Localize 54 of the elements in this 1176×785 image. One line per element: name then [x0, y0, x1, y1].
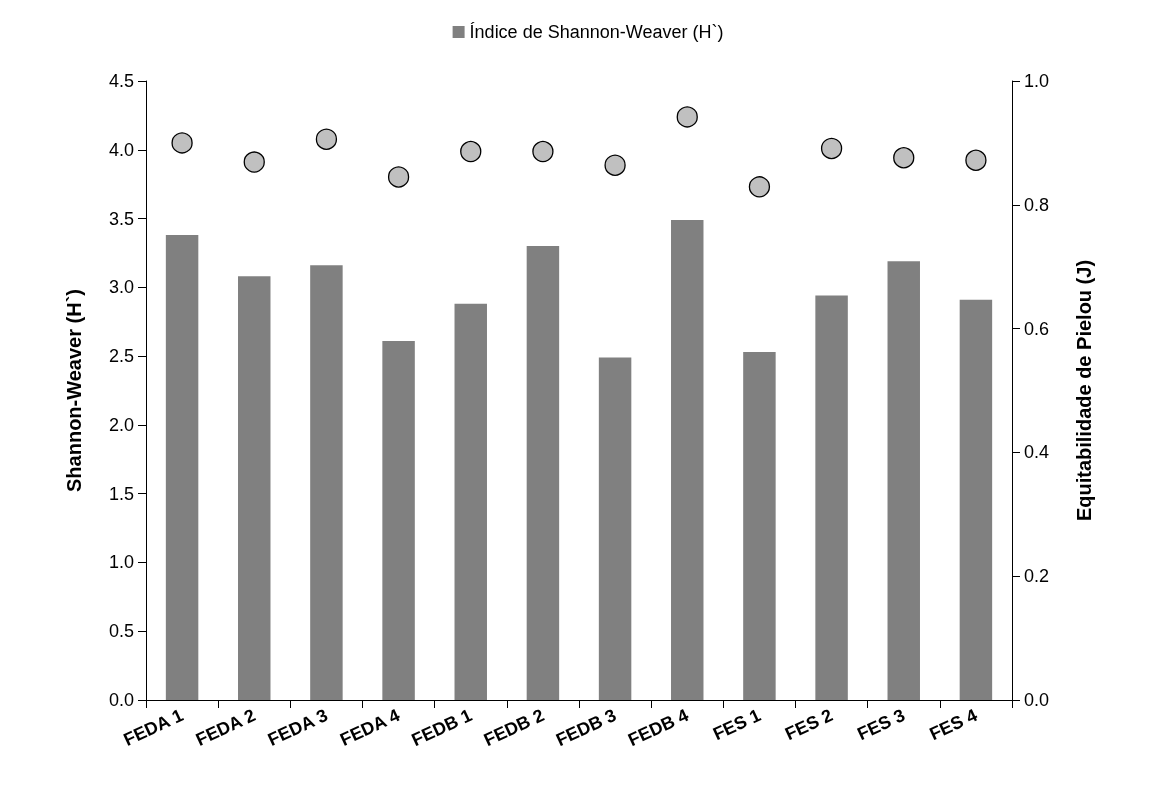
- point: [460, 140, 482, 163]
- bar: [382, 340, 415, 700]
- x-tick-label: FEDA 2: [192, 704, 259, 750]
- y-tick-label: 0.0: [108, 690, 134, 710]
- y2-tick-label: 0.2: [1024, 566, 1050, 587]
- x-tick-label: FEDB 1: [408, 704, 475, 751]
- x-tick-label: FEDA 3: [264, 704, 331, 750]
- x-tick-label: FEDA 4: [337, 704, 403, 750]
- y-tick-label: 3.0: [108, 277, 134, 298]
- point: [676, 106, 698, 128]
- y-tick-label: 2.0: [108, 414, 134, 435]
- bar: [887, 261, 920, 700]
- bar: [454, 303, 487, 700]
- y2-tick-label: 0.4: [1024, 442, 1050, 463]
- y-axis-title: Shannon-Weaver (H`): [63, 289, 85, 492]
- point: [532, 140, 554, 163]
- y-tick-label: 3.5: [108, 208, 134, 229]
- y2-tick-label: 0.8: [1024, 194, 1050, 215]
- x-tick-label: FEDB 2: [480, 704, 548, 751]
- x-tick-label: FEDB 4: [625, 704, 692, 751]
- bar: [959, 299, 993, 700]
- bar: [310, 265, 343, 700]
- y2-tick-label: 1.0: [1024, 71, 1050, 91]
- y2-axis-title: Equitabilidade de Pielou (J): [1073, 259, 1095, 522]
- point: [893, 147, 915, 169]
- x-tick-label: FES 1: [709, 704, 764, 745]
- point: [171, 132, 193, 154]
- y2-tick-label: 0.0: [1024, 690, 1050, 710]
- bar: [671, 219, 704, 700]
- point: [820, 137, 843, 160]
- y-tick-label: 1.5: [108, 483, 134, 504]
- legend-label: Índice de Shannon-Weaver (H`): [469, 22, 724, 42]
- bar: [526, 246, 560, 700]
- y-tick-label: 0.5: [108, 621, 134, 642]
- y-tick-label: 1.0: [108, 552, 134, 573]
- x-tick-label: FES 4: [926, 704, 981, 745]
- bar: [815, 295, 848, 700]
- bar: [598, 357, 632, 700]
- y2-tick-label: 0.6: [1024, 318, 1050, 339]
- y-tick-label: 4.5: [108, 71, 134, 91]
- y-tick-label: 4.0: [108, 139, 134, 160]
- point: [604, 154, 626, 176]
- bar: [238, 276, 271, 700]
- bar: [165, 235, 199, 700]
- point: [315, 128, 338, 150]
- bar: [743, 351, 776, 700]
- point: [965, 149, 987, 171]
- x-tick-label: FEDB 3: [552, 704, 620, 751]
- x-tick-label: FES 2: [782, 704, 836, 745]
- point: [387, 166, 410, 188]
- x-tick-label: FES 3: [854, 704, 908, 745]
- point: [748, 176, 771, 198]
- y-tick-label: 2.5: [108, 346, 134, 367]
- point: [243, 151, 265, 173]
